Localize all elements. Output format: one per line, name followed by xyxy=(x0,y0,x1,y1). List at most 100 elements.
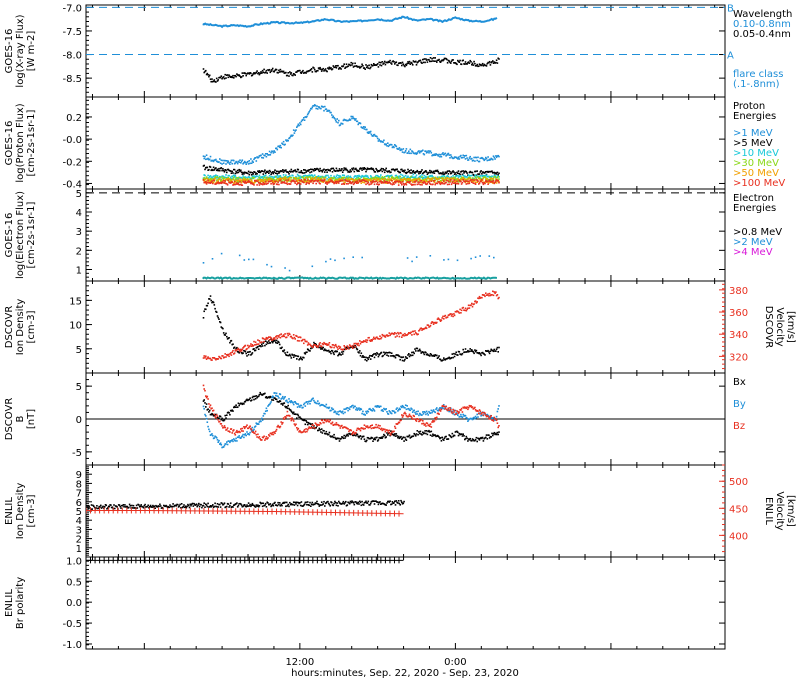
series-point xyxy=(220,180,223,182)
series-point xyxy=(455,412,457,414)
series-point xyxy=(287,334,289,337)
series-point xyxy=(303,175,305,177)
series-point xyxy=(250,179,252,181)
series-point xyxy=(498,431,500,433)
series-point xyxy=(211,412,213,415)
series-point xyxy=(236,172,238,174)
series-point xyxy=(256,423,258,425)
series-point xyxy=(267,342,269,345)
series-point xyxy=(219,169,221,172)
series-point xyxy=(423,58,426,60)
series-point xyxy=(210,413,212,416)
series-point xyxy=(384,430,387,433)
series-point xyxy=(481,296,483,299)
series-point xyxy=(467,182,469,185)
series-point xyxy=(410,407,412,410)
series-point xyxy=(374,171,377,173)
series-point xyxy=(240,76,243,78)
series-point xyxy=(277,181,279,184)
series-point xyxy=(414,348,416,350)
series-point xyxy=(391,176,394,178)
series-point xyxy=(228,74,230,76)
series-point xyxy=(425,413,427,416)
series-point xyxy=(404,358,406,361)
series-point xyxy=(453,157,455,159)
series-point xyxy=(312,182,314,185)
series-point xyxy=(497,179,499,182)
series-point xyxy=(405,172,408,175)
series-point xyxy=(486,159,489,162)
series-point xyxy=(272,172,275,175)
series-point xyxy=(352,347,354,349)
series-point xyxy=(294,401,296,403)
series-point xyxy=(454,172,457,174)
series-point xyxy=(333,177,335,179)
series-point xyxy=(458,61,461,63)
series-point xyxy=(284,405,286,408)
y-axis-label: [cm-2s-1sr-1] xyxy=(26,109,37,176)
reference-line-label: B xyxy=(727,3,734,14)
series-point xyxy=(382,335,384,337)
series-point xyxy=(406,176,408,178)
series-point xyxy=(441,436,443,439)
series-point xyxy=(298,431,300,433)
series-point xyxy=(277,145,279,148)
series-point xyxy=(226,414,228,416)
series-point xyxy=(431,154,433,157)
series-point xyxy=(457,431,459,434)
series-point xyxy=(450,60,453,63)
series-point xyxy=(324,433,327,435)
series-point xyxy=(296,170,298,173)
series-point xyxy=(476,63,478,66)
series-point xyxy=(250,158,252,160)
series-point xyxy=(266,409,268,412)
series-point xyxy=(314,169,317,171)
series-point xyxy=(422,431,424,434)
series-point xyxy=(457,176,460,179)
series-point xyxy=(414,433,416,436)
series-point xyxy=(258,393,261,396)
series-point xyxy=(371,339,373,342)
series-point xyxy=(355,169,358,171)
series-point xyxy=(390,431,393,434)
series--5-MeV xyxy=(202,164,500,177)
series-point xyxy=(278,397,280,399)
series-point xyxy=(277,178,279,180)
series-point xyxy=(328,421,331,423)
series-point xyxy=(453,413,456,416)
series-point xyxy=(323,177,325,179)
series-point xyxy=(295,180,297,182)
series-point xyxy=(334,436,336,439)
series-point xyxy=(209,78,212,80)
series-point xyxy=(474,349,476,351)
series-point xyxy=(450,176,453,178)
series-point xyxy=(307,112,310,115)
series-point xyxy=(417,350,419,352)
series-point xyxy=(419,59,422,62)
series-point xyxy=(308,182,310,185)
series-point xyxy=(477,180,479,182)
series-point xyxy=(239,159,241,161)
series-point xyxy=(397,409,400,411)
series-point xyxy=(231,170,233,173)
series-point xyxy=(467,420,469,422)
series-point xyxy=(319,342,321,344)
series-point xyxy=(476,181,478,183)
series-point xyxy=(229,170,232,172)
series-point xyxy=(338,413,340,416)
series-point xyxy=(401,437,404,440)
series-point xyxy=(473,179,475,181)
series-point xyxy=(301,71,303,73)
series-point xyxy=(366,180,368,183)
series-point xyxy=(354,119,356,121)
series-point xyxy=(378,427,380,430)
series-point xyxy=(253,184,255,186)
series-point xyxy=(329,258,332,260)
series-point xyxy=(394,144,396,146)
series-point xyxy=(479,412,482,414)
series-point xyxy=(286,332,289,335)
series-point xyxy=(385,351,387,354)
series-point xyxy=(375,135,377,137)
series-point xyxy=(390,434,392,436)
series-point xyxy=(236,182,238,184)
